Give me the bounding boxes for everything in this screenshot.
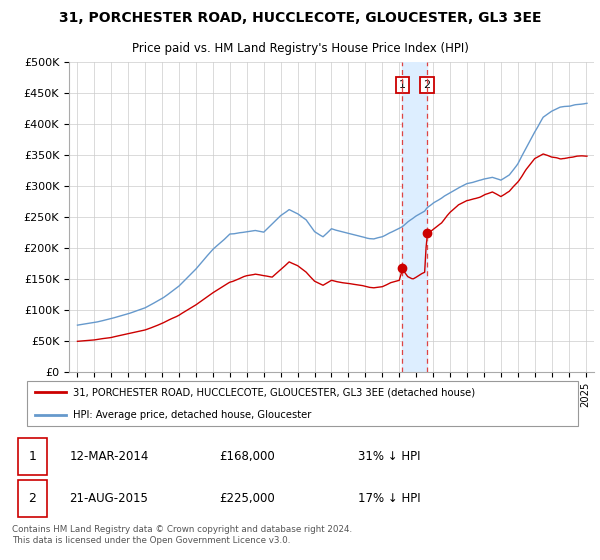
FancyBboxPatch shape bbox=[27, 381, 578, 426]
Text: 31% ↓ HPI: 31% ↓ HPI bbox=[358, 450, 420, 463]
FancyBboxPatch shape bbox=[18, 480, 47, 517]
Text: 12-MAR-2014: 12-MAR-2014 bbox=[70, 450, 149, 463]
Bar bbox=[403, 62, 427, 372]
Text: £168,000: £168,000 bbox=[220, 450, 275, 463]
Text: Price paid vs. HM Land Registry's House Price Index (HPI): Price paid vs. HM Land Registry's House … bbox=[131, 42, 469, 55]
Text: 2: 2 bbox=[28, 492, 36, 505]
Text: 2: 2 bbox=[423, 80, 430, 90]
Text: 31, PORCHESTER ROAD, HUCCLECOTE, GLOUCESTER, GL3 3EE: 31, PORCHESTER ROAD, HUCCLECOTE, GLOUCES… bbox=[59, 11, 541, 25]
Text: 31, PORCHESTER ROAD, HUCCLECOTE, GLOUCESTER, GL3 3EE (detached house): 31, PORCHESTER ROAD, HUCCLECOTE, GLOUCES… bbox=[73, 388, 475, 398]
Text: 1: 1 bbox=[28, 450, 36, 463]
Text: 17% ↓ HPI: 17% ↓ HPI bbox=[358, 492, 420, 505]
Text: HPI: Average price, detached house, Gloucester: HPI: Average price, detached house, Glou… bbox=[73, 410, 311, 420]
Text: £225,000: £225,000 bbox=[220, 492, 275, 505]
Text: 21-AUG-2015: 21-AUG-2015 bbox=[70, 492, 148, 505]
Text: Contains HM Land Registry data © Crown copyright and database right 2024.
This d: Contains HM Land Registry data © Crown c… bbox=[12, 525, 352, 545]
FancyBboxPatch shape bbox=[18, 438, 47, 475]
Text: 1: 1 bbox=[399, 80, 406, 90]
